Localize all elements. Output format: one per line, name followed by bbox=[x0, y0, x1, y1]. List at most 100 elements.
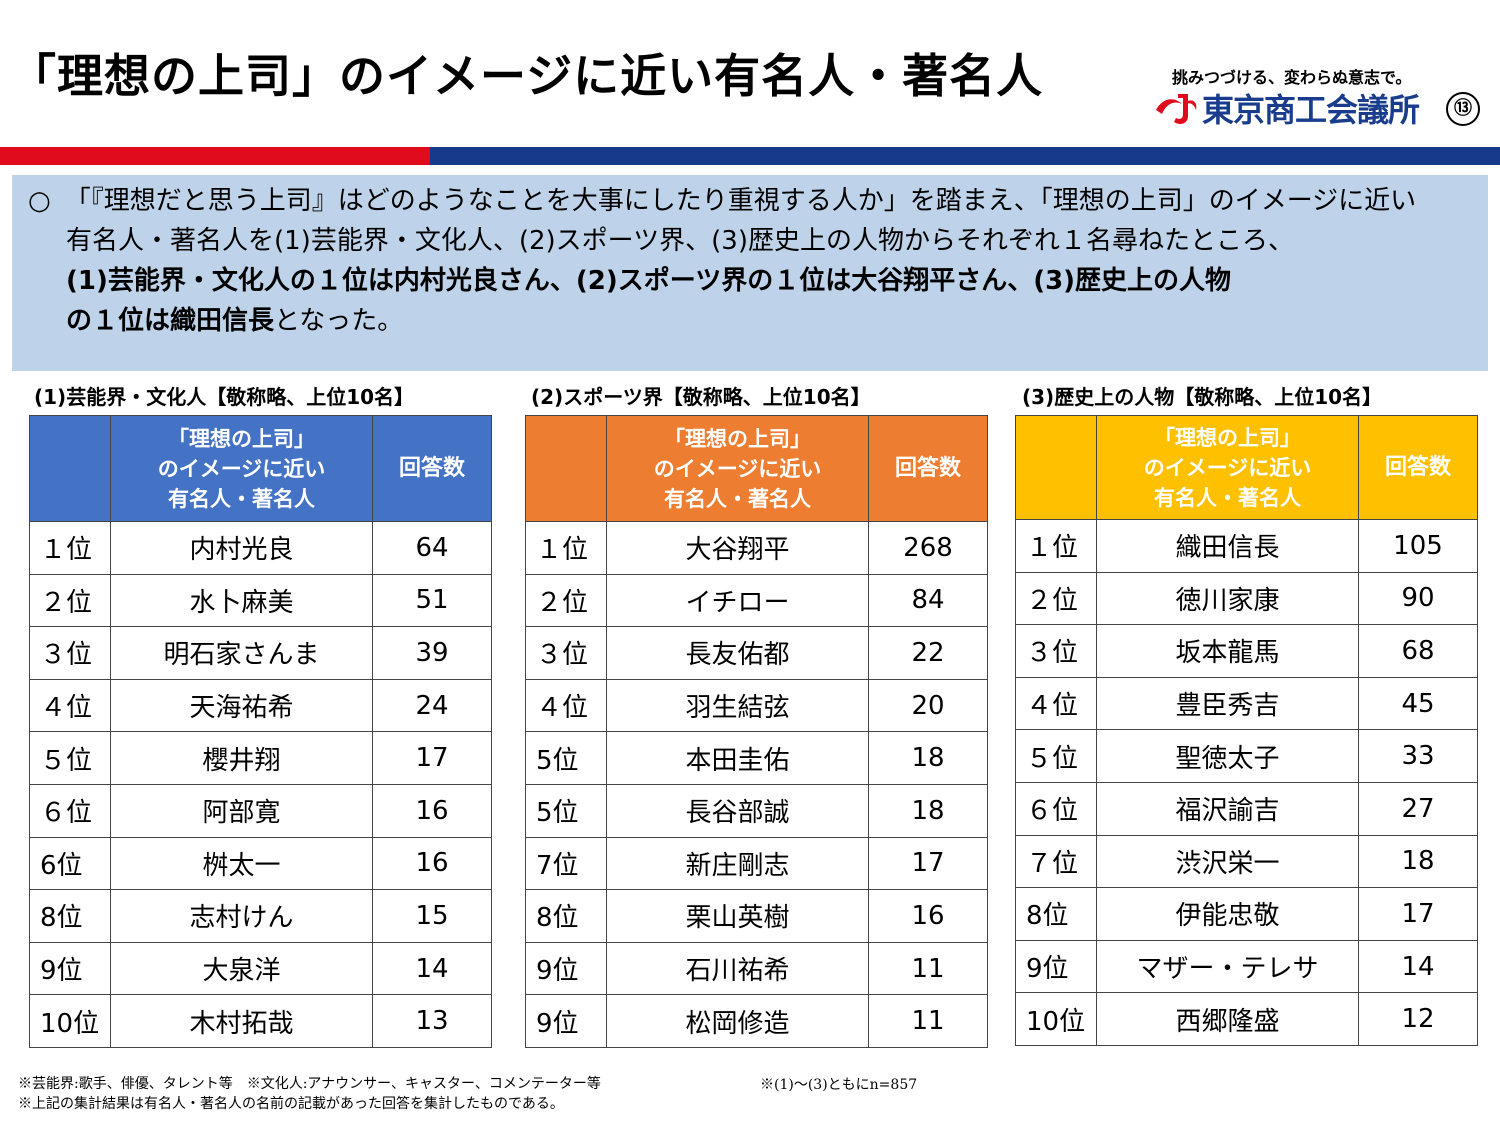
rank-cell: 7位 bbox=[525, 836, 607, 891]
count-cell: 33 bbox=[1358, 729, 1478, 783]
name-cell: 長友佑都 bbox=[606, 626, 869, 680]
name-cell: 櫻井翔 bbox=[110, 731, 373, 785]
rank-cell: 9位 bbox=[525, 994, 607, 1048]
header-name-line: 有名人・著名人 bbox=[168, 486, 315, 511]
header-name-line: 「理想の上司」 bbox=[1154, 425, 1301, 450]
name-cell: 長谷部誠 bbox=[606, 783, 869, 838]
bullet-circle-icon: ○ bbox=[28, 186, 51, 216]
table-row: ３位 長友佑都 22 bbox=[525, 626, 988, 680]
name-cell: 渋沢栄一 bbox=[1096, 834, 1359, 889]
name-cell: 福沢諭吉 bbox=[1096, 781, 1359, 836]
rank-cell: ７位 bbox=[1015, 834, 1097, 889]
name-cell: 栗山英樹 bbox=[606, 889, 869, 943]
rank-cell: 10位 bbox=[29, 994, 111, 1048]
header-name-cell: 「理想の上司」 のイメージに近い 有名人・著名人 bbox=[110, 415, 373, 522]
summary-line-4: の１位は織田信長となった。 bbox=[28, 301, 1476, 341]
header-bar-blue bbox=[430, 147, 1500, 165]
count-cell: 68 bbox=[1358, 624, 1478, 678]
table-header-row: 「理想の上司」 のイメージに近い 有名人・著名人 回答数 bbox=[525, 415, 988, 522]
table-row: １位 大谷翔平 268 bbox=[525, 521, 988, 575]
header-name-line: 「理想の上司」 bbox=[664, 426, 811, 451]
header-name-line: のイメージに近い bbox=[157, 456, 326, 481]
section-label-3: (3)歴史上の人物【敬称略、上位10名】 bbox=[1022, 385, 1383, 409]
count-cell: 105 bbox=[1358, 519, 1478, 573]
rank-cell: 5位 bbox=[525, 731, 607, 785]
count-cell: 16 bbox=[868, 889, 988, 943]
logo-text: 東京商工会議所 bbox=[1202, 91, 1420, 129]
rank-cell: 6位 bbox=[29, 836, 111, 891]
header-rank-cell bbox=[525, 415, 607, 522]
rank-cell: ６位 bbox=[1015, 781, 1097, 836]
name-cell: 桝太一 bbox=[110, 836, 373, 891]
table-row: ５位 櫻井翔 17 bbox=[29, 731, 492, 785]
header-count-cell: 回答数 bbox=[372, 415, 492, 522]
tagline: 挑みつづける、変わらぬ意志で。 bbox=[1172, 68, 1412, 87]
name-cell: 坂本龍馬 bbox=[1096, 624, 1359, 678]
count-cell: 11 bbox=[868, 941, 988, 996]
rank-cell: ４位 bbox=[525, 678, 607, 733]
table-row: 10位 西郷隆盛 12 bbox=[1015, 992, 1478, 1046]
count-cell: 18 bbox=[1358, 834, 1478, 889]
count-cell: 14 bbox=[372, 941, 492, 996]
count-cell: 11 bbox=[868, 994, 988, 1048]
count-cell: 39 bbox=[372, 626, 492, 680]
page-number: ⑬ bbox=[1446, 92, 1480, 126]
name-cell: 松岡修造 bbox=[606, 994, 869, 1048]
table-row: 9位 松岡修造 11 bbox=[525, 994, 988, 1048]
rank-cell: １位 bbox=[1015, 519, 1097, 573]
table-row: ３位 坂本龍馬 68 bbox=[1015, 624, 1478, 678]
count-cell: 17 bbox=[1358, 887, 1478, 941]
name-cell: 西郷隆盛 bbox=[1096, 992, 1359, 1046]
count-cell: 27 bbox=[1358, 781, 1478, 836]
name-cell: 新庄剛志 bbox=[606, 836, 869, 891]
table-header-row: 「理想の上司」 のイメージに近い 有名人・著名人 回答数 bbox=[29, 415, 492, 522]
rank-cell: ４位 bbox=[1015, 676, 1097, 731]
header-name-line: のイメージに近い bbox=[653, 456, 822, 481]
summary-line-2: 有名人・著名人を(1)芸能界・文化人、(2)スポーツ界、(3)歴史上の人物からそ… bbox=[66, 226, 1294, 256]
table-row: ６位 阿部寛 16 bbox=[29, 783, 492, 838]
count-cell: 268 bbox=[868, 521, 988, 575]
table-row: ４位 豊臣秀吉 45 bbox=[1015, 676, 1478, 731]
rank-cell: ５位 bbox=[1015, 729, 1097, 783]
table-row: ２位 水卜麻美 51 bbox=[29, 573, 492, 628]
table-row: ６位 福沢諭吉 27 bbox=[1015, 781, 1478, 836]
name-cell: 水卜麻美 bbox=[110, 573, 373, 628]
header-name-cell: 「理想の上司」 のイメージに近い 有名人・著名人 bbox=[606, 415, 869, 522]
count-cell: 16 bbox=[372, 836, 492, 891]
count-cell: 17 bbox=[868, 836, 988, 891]
rank-cell: ２位 bbox=[525, 573, 607, 628]
header-name-line: のイメージに近い bbox=[1143, 455, 1312, 480]
table-row: 8位 志村けん 15 bbox=[29, 889, 492, 943]
count-cell: 22 bbox=[868, 626, 988, 680]
name-cell: マザー・テレサ bbox=[1096, 939, 1359, 994]
rank-cell: ２位 bbox=[29, 573, 111, 628]
rank-cell: ６位 bbox=[29, 783, 111, 838]
rank-cell: ３位 bbox=[1015, 624, 1097, 678]
name-cell: 伊能忠敬 bbox=[1096, 887, 1359, 941]
name-cell: 豊臣秀吉 bbox=[1096, 676, 1359, 731]
rank-cell: 8位 bbox=[29, 889, 111, 943]
ranking-table-sports: 「理想の上司」 のイメージに近い 有名人・著名人 回答数 １位 大谷翔平 268 ２位 イチ… bbox=[525, 415, 988, 1048]
summary-rest-4: となった。 bbox=[274, 306, 404, 336]
table-row: １位 織田信長 105 bbox=[1015, 519, 1478, 573]
header-count-cell: 回答数 bbox=[868, 415, 988, 522]
table-row: 9位 マザー・テレサ 14 bbox=[1015, 939, 1478, 994]
count-cell: 45 bbox=[1358, 676, 1478, 731]
rank-cell: 8位 bbox=[1015, 887, 1097, 941]
count-cell: 18 bbox=[868, 731, 988, 785]
count-cell: 51 bbox=[372, 573, 492, 628]
header-count-cell: 回答数 bbox=[1358, 415, 1478, 520]
count-cell: 24 bbox=[372, 678, 492, 733]
name-cell: 羽生結弦 bbox=[606, 678, 869, 733]
summary-line-3: (1)芸能界・文化人の１位は内村光良さん、(2)スポーツ界の１位は大谷翔平さん、… bbox=[28, 261, 1476, 301]
count-cell: 14 bbox=[1358, 939, 1478, 994]
section-label-1: (1)芸能界・文化人【敬称略、上位10名】 bbox=[34, 385, 415, 409]
footnote-1: ※芸能界:歌手、俳優、タレント等 ※文化人:アナウンサー、キャスター、コメンテー… bbox=[18, 1076, 601, 1092]
table-row: ２位 徳川家康 90 bbox=[1015, 571, 1478, 626]
header-name-line: 有名人・著名人 bbox=[664, 486, 811, 511]
footnotes: ※芸能界:歌手、俳優、タレント等 ※文化人:アナウンサー、キャスター、コメンテー… bbox=[18, 1074, 601, 1114]
header-name-line: 「理想の上司」 bbox=[168, 426, 315, 451]
table-row: 5位 長谷部誠 18 bbox=[525, 783, 988, 838]
header-name-cell: 「理想の上司」 のイメージに近い 有名人・著名人 bbox=[1096, 415, 1359, 520]
rank-cell: ４位 bbox=[29, 678, 111, 733]
